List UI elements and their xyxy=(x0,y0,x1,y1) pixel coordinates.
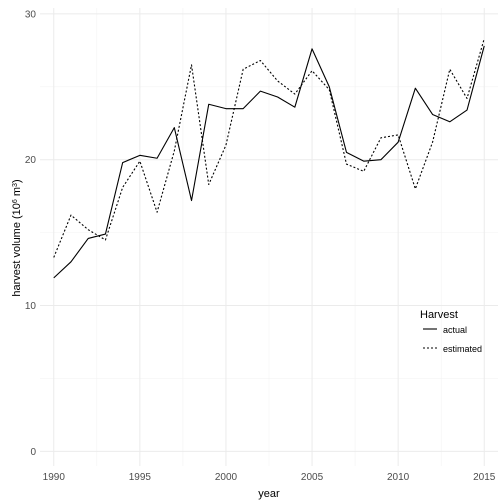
y-tick-label: 0 xyxy=(30,447,36,458)
x-axis-title: year xyxy=(258,488,280,500)
legend-label-estimated: estimated xyxy=(443,344,482,354)
y-axis-title-mid: m xyxy=(11,187,23,199)
x-tick-label: 2010 xyxy=(387,472,410,483)
legend-label-actual: actual xyxy=(443,325,467,335)
y-axis-title-sup2: 3 xyxy=(12,183,19,187)
y-axis-title-end: ) xyxy=(11,179,23,183)
y-tick-labels: 0 10 20 30 xyxy=(25,9,37,458)
series-lines xyxy=(53,38,485,279)
y-tick-label: 20 xyxy=(25,155,37,166)
x-tick-label: 1990 xyxy=(43,472,66,483)
x-tick-label: 2005 xyxy=(301,472,324,483)
legend-title: Harvest xyxy=(420,309,458,321)
x-tick-labels: 1990 1995 2000 2005 2010 2015 xyxy=(43,472,496,483)
y-tick-label: 10 xyxy=(25,301,37,312)
x-tick-label: 1995 xyxy=(129,472,152,483)
series-line-estimated xyxy=(53,38,485,258)
y-tick-label: 30 xyxy=(25,9,37,20)
grid xyxy=(40,8,498,466)
y-axis-title-main: harvest volume (10 xyxy=(11,203,23,297)
y-axis-title-sup1: 6 xyxy=(12,199,19,203)
x-tick-label: 2015 xyxy=(473,472,496,483)
x-tick-label: 2000 xyxy=(215,472,238,483)
series-line-actual xyxy=(53,45,485,279)
y-axis-title: harvest volume (106 m3) xyxy=(11,179,23,296)
legend: Harvest actual estimated xyxy=(420,309,482,354)
